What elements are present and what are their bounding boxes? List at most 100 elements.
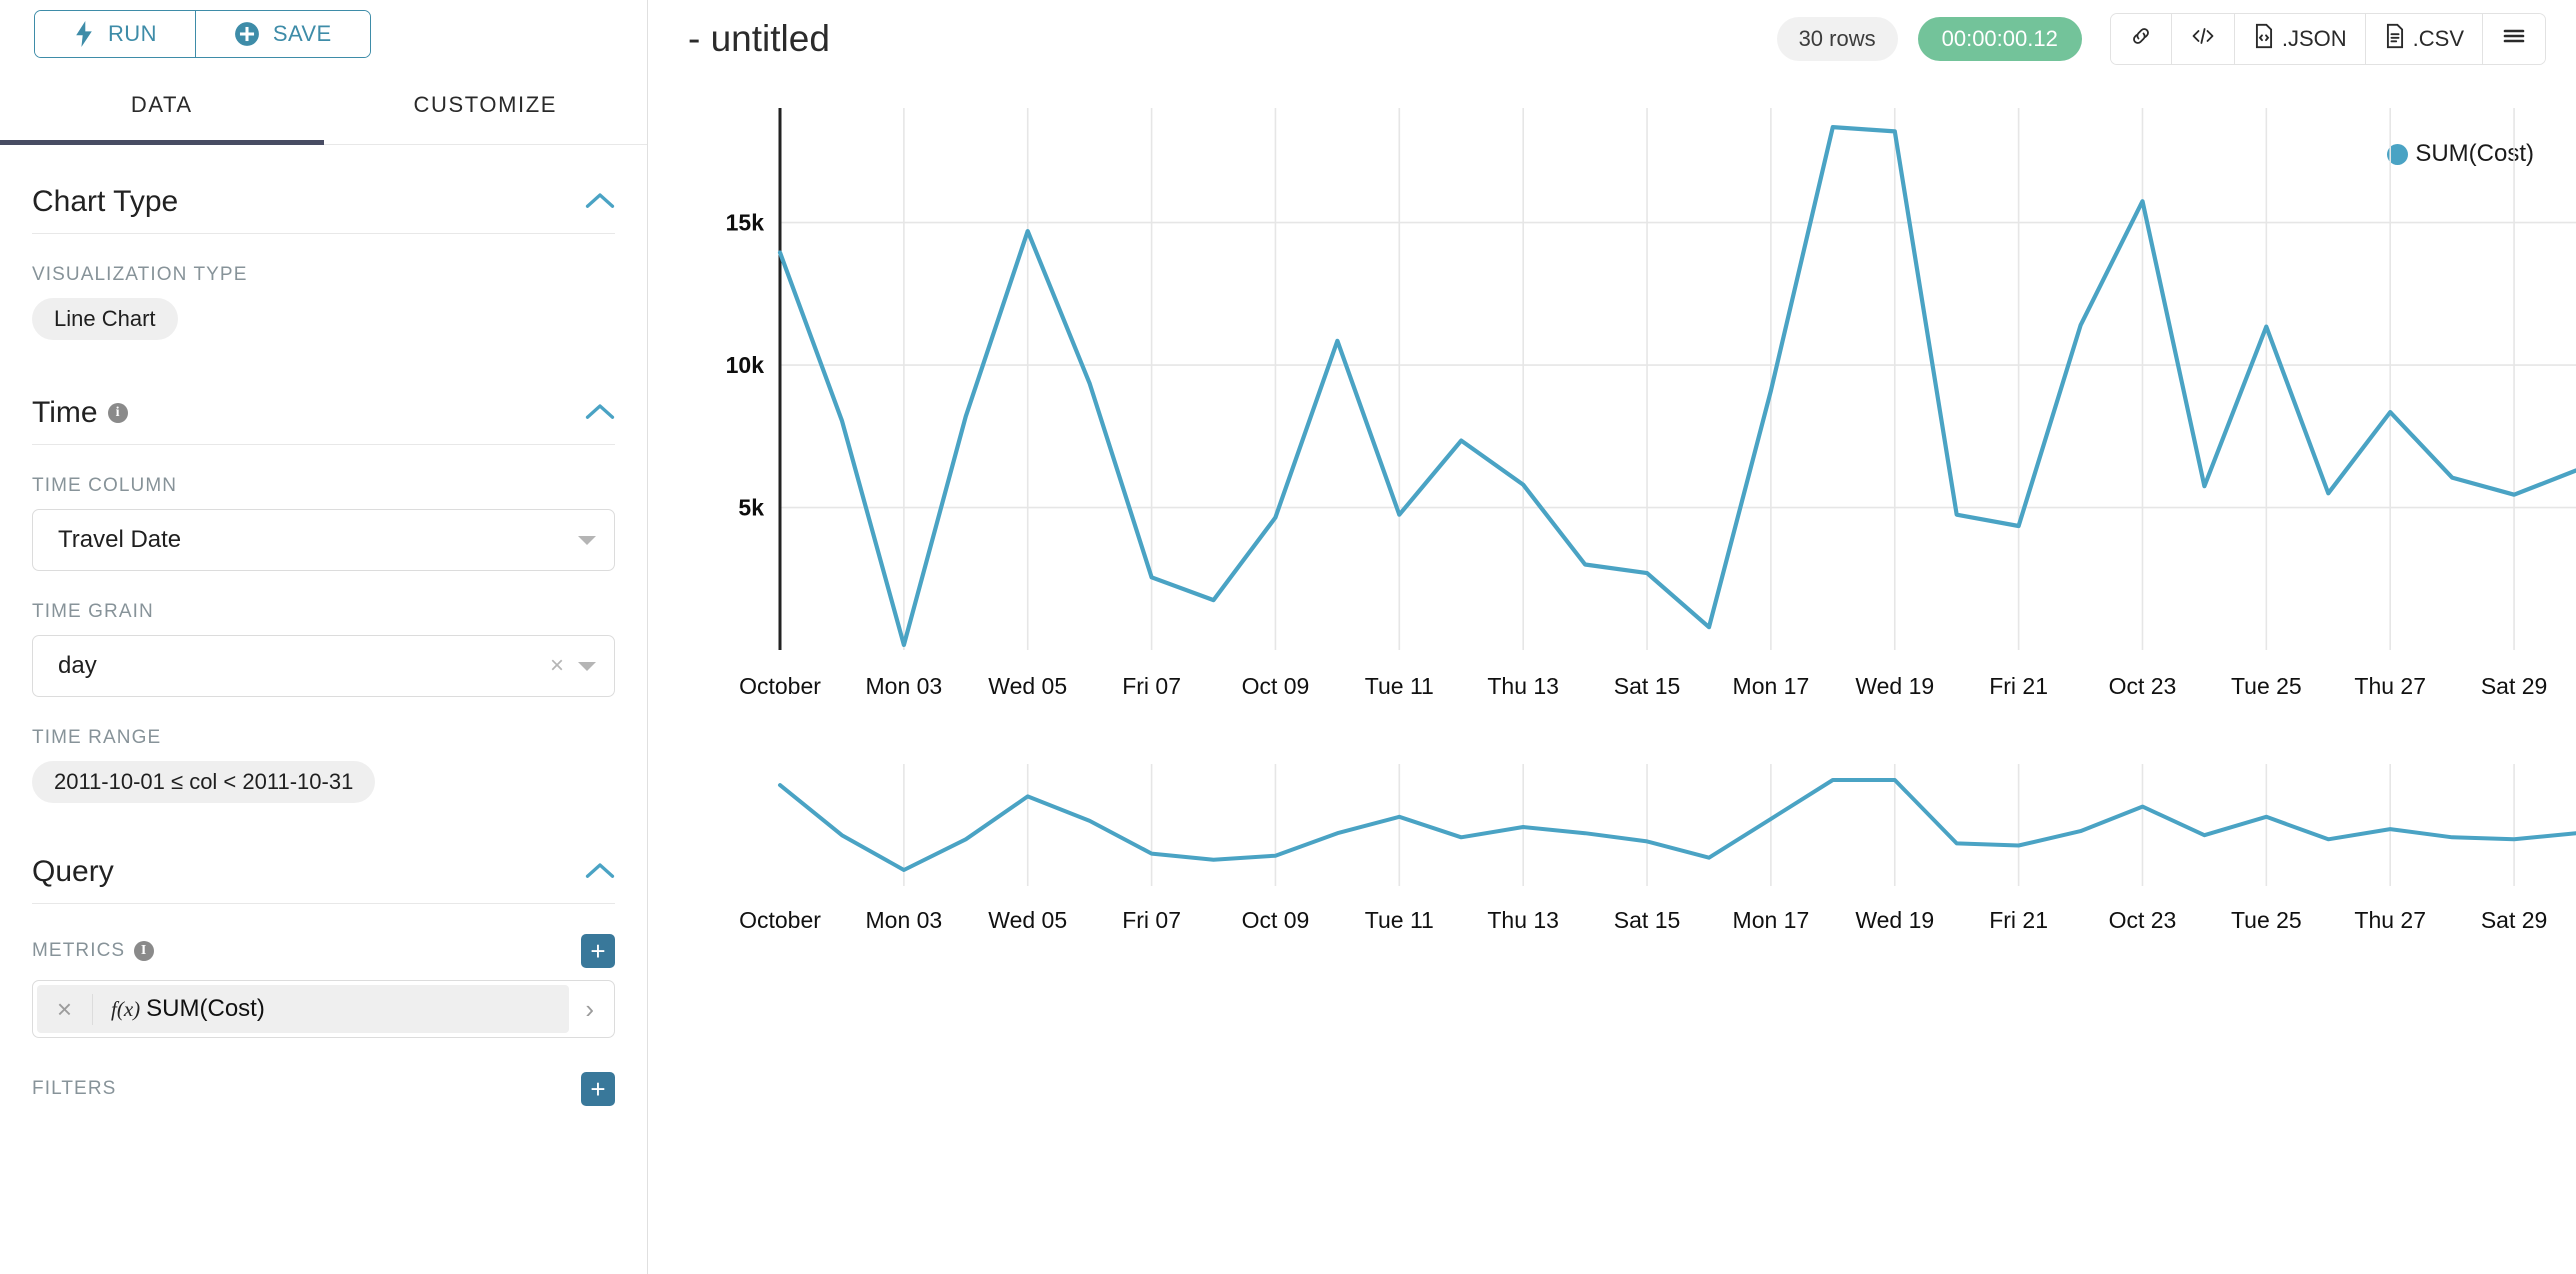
add-filter-button[interactable]: +	[581, 1072, 615, 1106]
run-button-label: RUN	[108, 21, 157, 46]
run-save-button-group: RUN SAVE	[34, 10, 371, 58]
section-header-time[interactable]: Time i	[32, 340, 615, 445]
svg-text:Oct 23: Oct 23	[2109, 907, 2177, 933]
field-metrics: METRICS i + × f(x) SUM(Cost) ›	[32, 904, 615, 1038]
label-visualization-type: VISUALIZATION TYPE	[32, 264, 248, 285]
more-menu-button[interactable]	[2482, 14, 2545, 64]
control-panel: RUN SAVE DATA C	[0, 0, 648, 1274]
csv-export-button[interactable]: .CSV	[2364, 14, 2482, 64]
chevron-down-icon	[578, 535, 596, 545]
csv-file-icon	[2384, 23, 2406, 55]
svg-text:Mon 17: Mon 17	[1733, 673, 1810, 699]
section-title-query: Query	[32, 855, 114, 888]
svg-text:Tue 11: Tue 11	[1365, 907, 1434, 933]
label-time-grain: TIME GRAIN	[32, 601, 154, 622]
save-button[interactable]: SAVE	[194, 11, 370, 57]
svg-text:Sat 29: Sat 29	[2481, 907, 2548, 933]
svg-text:Oct 09: Oct 09	[1242, 907, 1310, 933]
svg-text:Fri 21: Fri 21	[1989, 907, 2048, 933]
chart-header: - untitled 30 rows 00:00:00.12	[648, 0, 2576, 78]
svg-text:Wed 19: Wed 19	[1855, 673, 1934, 699]
legend-color-swatch	[2387, 143, 2409, 165]
json-export-button[interactable]: .JSON	[2233, 14, 2365, 64]
svg-text:Mon 17: Mon 17	[1733, 907, 1810, 933]
section-header-chart-type[interactable]: Chart Type	[32, 145, 615, 234]
panel-tabs: DATA CUSTOMIZE	[0, 80, 647, 145]
link-icon-button[interactable]	[2110, 14, 2171, 64]
lightning-icon	[73, 21, 95, 47]
field-time-grain: TIME GRAIN day ×	[32, 571, 615, 697]
time-range-value[interactable]: 2011-10-01 ≤ col < 2011-10-31	[32, 761, 376, 803]
field-visualization-type: VISUALIZATION TYPE Line Chart	[32, 234, 615, 340]
add-metric-button[interactable]: +	[581, 934, 615, 968]
line-chart[interactable]: 5k 10k 15k October Mon 03 Wed 05 Fri 07 Oct 09 T…	[648, 90, 2576, 1274]
info-icon[interactable]: i	[107, 403, 128, 423]
svg-text:Tue 25: Tue 25	[2231, 907, 2302, 933]
svg-text:Oct 23: Oct 23	[2109, 673, 2177, 699]
svg-text:Thu 27: Thu 27	[2354, 907, 2426, 933]
chevron-right-icon[interactable]: ›	[585, 993, 594, 1024]
info-icon[interactable]: i	[134, 941, 155, 961]
svg-text:5k: 5k	[738, 495, 764, 521]
row-count-badge: 30 rows	[1776, 17, 1898, 61]
link-icon	[2129, 24, 2153, 54]
run-button[interactable]: RUN	[35, 11, 195, 57]
section-title-time: Time	[32, 396, 98, 429]
metric-label: SUM(Cost)	[146, 995, 265, 1022]
query-time-badge: 00:00:00.12	[1917, 17, 2082, 61]
code-icon-button[interactable]	[2170, 14, 2234, 64]
tab-customize-label: CUSTOMIZE	[413, 92, 558, 117]
section-title-chart-type: Chart Type	[32, 185, 179, 218]
svg-text:15k: 15k	[726, 210, 765, 236]
svg-text:Thu 13: Thu 13	[1487, 673, 1559, 699]
svg-text:Fri 07: Fri 07	[1122, 907, 1181, 933]
action-bar: RUN SAVE	[0, 0, 647, 58]
section-header-query[interactable]: Query	[32, 803, 615, 904]
remove-metric-icon[interactable]: ×	[37, 993, 93, 1025]
svg-text:Sat 15: Sat 15	[1614, 673, 1681, 699]
svg-text:10k: 10k	[726, 352, 765, 378]
chart-svg[interactable]: 5k 10k 15k October Mon 03 Wed 05 Fri 07 Oct 09 T…	[648, 90, 2576, 1274]
hamburger-icon	[2501, 25, 2527, 53]
svg-text:Fri 21: Fri 21	[1989, 673, 2048, 699]
csv-export-label: .CSV	[2412, 26, 2464, 51]
label-time-range: TIME RANGE	[32, 727, 162, 748]
json-export-label: .JSON	[2281, 26, 2347, 51]
svg-text:Tue 25: Tue 25	[2231, 673, 2302, 699]
time-column-select[interactable]: Travel Date	[32, 509, 615, 571]
tab-data[interactable]: DATA	[0, 80, 324, 145]
metric-item[interactable]: × f(x) SUM(Cost) ›	[32, 980, 615, 1038]
time-grain-value: day	[58, 652, 97, 679]
visualization-type-value[interactable]: Line Chart	[32, 298, 178, 340]
svg-text:Sat 29: Sat 29	[2481, 673, 2548, 699]
field-filters: FILTERS +	[32, 1038, 615, 1106]
time-grain-select[interactable]: day ×	[32, 635, 615, 697]
chevron-up-icon[interactable]	[585, 861, 615, 884]
svg-text:Tue 11: Tue 11	[1365, 673, 1434, 699]
clear-icon[interactable]: ×	[549, 652, 564, 679]
chevron-down-icon	[578, 661, 596, 671]
time-column-value: Travel Date	[58, 526, 182, 553]
svg-text:Wed 05: Wed 05	[988, 673, 1067, 699]
field-time-column: TIME COLUMN Travel Date	[32, 445, 615, 571]
metric-item-inner: × f(x) SUM(Cost)	[37, 985, 570, 1033]
svg-text:Sat 15: Sat 15	[1614, 907, 1681, 933]
svg-text:Thu 27: Thu 27	[2354, 673, 2426, 699]
chevron-up-icon[interactable]	[585, 191, 615, 214]
tab-customize[interactable]: CUSTOMIZE	[324, 80, 648, 144]
svg-text:Mon 03: Mon 03	[866, 907, 943, 933]
function-icon: f(x)	[111, 996, 141, 1021]
page-title[interactable]: - untitled	[688, 18, 830, 59]
chevron-up-icon[interactable]	[585, 402, 615, 425]
chart-action-buttons: .JSON .CSV	[2109, 13, 2546, 65]
label-filters: FILTERS	[32, 1078, 117, 1099]
plus-circle-icon	[234, 21, 260, 47]
svg-text:October: October	[739, 673, 821, 699]
code-icon	[2190, 24, 2216, 54]
svg-text:Wed 19: Wed 19	[1855, 907, 1934, 933]
label-metrics: METRICS i	[32, 940, 155, 962]
svg-text:Wed 05: Wed 05	[988, 907, 1067, 933]
label-time-column: TIME COLUMN	[32, 475, 178, 496]
svg-text:Mon 03: Mon 03	[866, 673, 943, 699]
